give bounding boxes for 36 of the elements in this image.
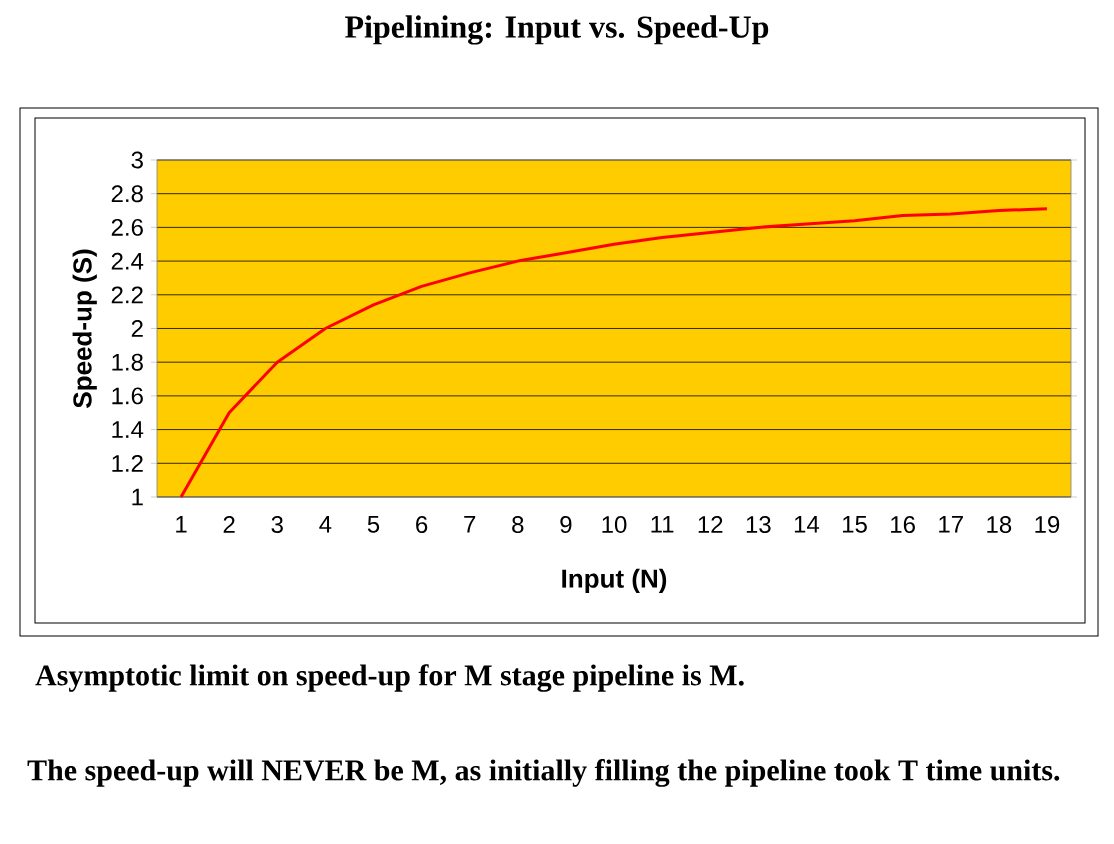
x-tick-label: 8 bbox=[512, 516, 524, 534]
x-tick-label: 2 bbox=[223, 516, 235, 533]
chart-title: Pipelining: Input vs. Speed-Up bbox=[345, 15, 769, 45]
x-tick-label: 6 bbox=[416, 516, 428, 534]
x-tick-label: 1 bbox=[176, 516, 187, 533]
x-tick-label: 3 bbox=[271, 516, 283, 534]
y-axis-title: Speed-up (S) bbox=[72, 249, 97, 408]
x-tick-label: 14 bbox=[794, 516, 820, 533]
y-tick-label: 2 bbox=[131, 320, 143, 337]
x-tick-label: 5 bbox=[367, 516, 380, 533]
y-tick-label: 1.8 bbox=[112, 353, 143, 371]
x-tick-label: 7 bbox=[464, 516, 476, 533]
y-tick-label: 3 bbox=[131, 151, 143, 169]
x-tick-label: 16 bbox=[891, 516, 915, 534]
line-series bbox=[179, 207, 1049, 499]
y-tick-label: 1 bbox=[132, 488, 143, 506]
text: Asymptotic limit on speed-up for M stage pipeline is M. bbox=[35, 664, 744, 692]
y-tick-label: 1.2 bbox=[112, 454, 143, 472]
x-tick-label: 9 bbox=[560, 516, 572, 534]
x-tick-label: 18 bbox=[987, 516, 1012, 534]
x-tick-label: 17 bbox=[939, 516, 963, 533]
x-tick-label: 4 bbox=[319, 516, 332, 533]
y-tick-label: 1.4 bbox=[112, 421, 144, 438]
y-tick-label: 2.8 bbox=[111, 185, 143, 203]
x-tick-label: 10 bbox=[602, 516, 627, 534]
y-tick-label: 2.6 bbox=[111, 218, 143, 236]
y-tick-label: 1.6 bbox=[112, 387, 143, 405]
x-tick-label: 15 bbox=[843, 516, 867, 533]
y-tick-label: 2.4 bbox=[111, 252, 144, 270]
text: The speed-up will NEVER be M, as initially filling the pipeline took T time units. bbox=[27, 759, 1060, 787]
x-tick-label: 11 bbox=[651, 516, 674, 533]
x-tick-label: 12 bbox=[698, 516, 723, 533]
x-tick-label: 19 bbox=[1035, 516, 1060, 534]
x-axis-title: Input (N) bbox=[562, 568, 667, 594]
y-tick-label: 2.2 bbox=[111, 286, 143, 304]
x-tick-label: 13 bbox=[746, 516, 771, 534]
